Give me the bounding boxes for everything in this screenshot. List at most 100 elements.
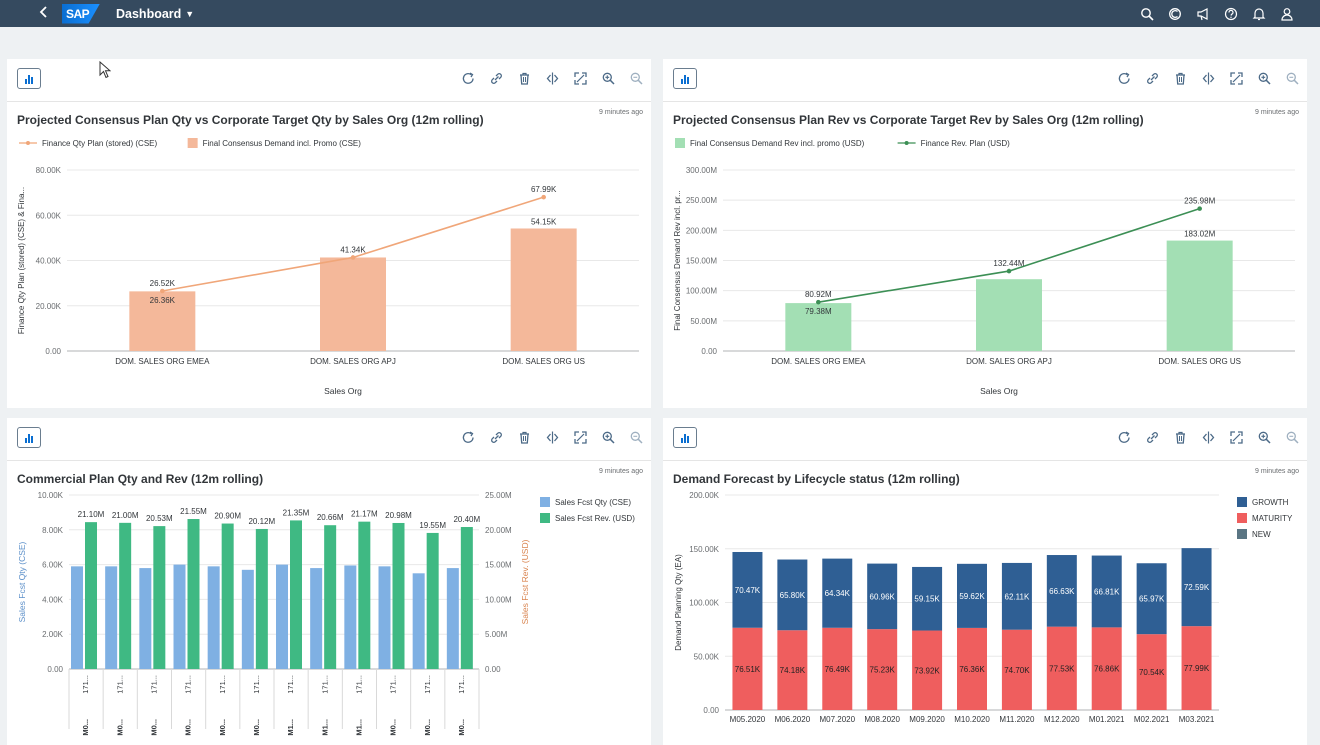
swap-icon[interactable]	[545, 71, 560, 86]
zoom-out-icon[interactable]	[1285, 430, 1300, 445]
growth-segment	[1001, 562, 1032, 630]
left-tick-label: 2.00K	[42, 630, 64, 639]
left-tick-label: 0.00	[47, 665, 63, 674]
toolbar-divider	[7, 460, 651, 461]
megaphone-icon[interactable]	[1196, 7, 1210, 21]
x-tick-label: DOM. SALES ORG EMEA	[115, 357, 210, 366]
chart-canvas: Finance Qty Plan (stored) (CSE) Final Con…	[17, 138, 639, 396]
link-icon[interactable]	[489, 430, 504, 445]
legend-label: Sales Fcst Rev. (USD)	[555, 514, 635, 523]
qty-bar	[241, 569, 254, 669]
mouse-cursor-icon	[99, 61, 111, 79]
left-tick-label: 10.00K	[38, 491, 64, 500]
app-title-menu[interactable]: Dashboard ▼	[116, 7, 194, 21]
link-icon[interactable]	[489, 71, 504, 86]
x-tick-label-top: 171...	[320, 675, 329, 694]
refresh-icon[interactable]	[1117, 71, 1132, 86]
delete-icon[interactable]	[1173, 71, 1188, 86]
zoom-in-icon[interactable]	[1257, 71, 1272, 86]
x-tick-label-top: 171...	[218, 675, 227, 694]
left-tick-label: 80.00K	[36, 166, 62, 175]
category-label-group: 171... M1...	[354, 675, 363, 736]
swap-icon[interactable]	[1201, 71, 1216, 86]
chart-type-button[interactable]	[17, 427, 41, 448]
expand-icon[interactable]	[573, 71, 588, 86]
x-tick-label: M10.2020	[954, 715, 990, 724]
line-data-label: 235.98M	[1184, 197, 1215, 206]
x-tick-label: M11.2020	[999, 715, 1035, 724]
chart-type-button[interactable]	[17, 68, 41, 89]
user-icon[interactable]	[1280, 7, 1294, 21]
bar	[976, 279, 1042, 351]
zoom-in-icon[interactable]	[601, 71, 616, 86]
bell-icon[interactable]	[1252, 7, 1266, 21]
left-tick-label: 60.00K	[36, 211, 62, 220]
zoom-out-icon[interactable]	[629, 71, 644, 86]
zoom-out-icon[interactable]	[1285, 71, 1300, 86]
expand-icon[interactable]	[1229, 430, 1244, 445]
x-tick-label-bottom: M0...	[115, 719, 124, 736]
refresh-icon[interactable]	[461, 71, 476, 86]
zoom-in-icon[interactable]	[601, 430, 616, 445]
maturity-segment	[1136, 634, 1167, 710]
bar-data-label: 183.02M	[1184, 230, 1215, 239]
x-tick-label: M12.2020	[1044, 715, 1080, 724]
chart-card-commercial-plan: Commercial Plan Qty and Rev (12m rolling…	[7, 418, 651, 745]
left-tick-label: 20.00K	[36, 302, 62, 311]
x-tick-label-bottom: M0...	[218, 719, 227, 736]
x-tick-label-top: 171...	[149, 675, 158, 694]
swap-icon[interactable]	[1201, 430, 1216, 445]
delete-icon[interactable]	[517, 430, 532, 445]
back-button[interactable]	[30, 5, 58, 23]
help-icon[interactable]	[1224, 7, 1238, 21]
legend-swatch	[540, 513, 550, 523]
refresh-icon[interactable]	[1117, 430, 1132, 445]
left-tick-label: 40.00K	[36, 257, 62, 266]
growth-data-label: 59.62K	[959, 592, 985, 601]
category-label-group: 171... M1...	[320, 675, 329, 736]
zoom-out-icon[interactable]	[629, 430, 644, 445]
qty-bar	[344, 565, 357, 669]
card-tools	[1117, 71, 1300, 86]
legend-label: Sales Fcst Qty (CSE)	[555, 498, 631, 507]
delete-icon[interactable]	[517, 71, 532, 86]
left-tick-label: 0.00	[703, 706, 719, 715]
x-tick-label: DOM. SALES ORG EMEA	[771, 357, 866, 366]
line-data-label: 80.92M	[805, 290, 832, 299]
card-toolbar	[7, 59, 651, 101]
growth-data-label: 72.59K	[1184, 583, 1210, 592]
bar	[1166, 240, 1233, 351]
x-tick-label-top: 171...	[252, 675, 261, 694]
bar	[510, 228, 577, 351]
rev-bar	[221, 523, 234, 669]
maturity-data-label: 77.53K	[1049, 664, 1075, 673]
x-tick-label-bottom: M1...	[320, 719, 329, 736]
legend-label: MATURITY	[1252, 514, 1293, 523]
expand-icon[interactable]	[573, 430, 588, 445]
x-tick-label-bottom: M0...	[252, 719, 261, 736]
line-point	[1006, 268, 1012, 274]
bar-data-label: 21.35M	[283, 508, 310, 517]
right-tick-label: 5.00M	[485, 630, 508, 639]
bar-data-label: 54.15K	[531, 217, 557, 226]
delete-icon[interactable]	[1173, 430, 1188, 445]
line-data-label: 41.34K	[340, 245, 366, 254]
link-icon[interactable]	[1145, 430, 1160, 445]
maturity-data-label: 76.51K	[735, 665, 761, 674]
zoom-in-icon[interactable]	[1257, 430, 1272, 445]
chevron-left-icon	[39, 5, 47, 18]
expand-icon[interactable]	[1229, 71, 1244, 86]
left-tick-label: 4.00K	[42, 595, 64, 604]
swap-icon[interactable]	[545, 430, 560, 445]
link-icon[interactable]	[1145, 71, 1160, 86]
copilot-icon[interactable]	[1168, 7, 1182, 21]
sap-logo[interactable]: SAP	[62, 3, 100, 24]
card-toolbar	[663, 59, 1307, 101]
refresh-icon[interactable]	[461, 430, 476, 445]
x-axis-title: Sales Org	[324, 386, 362, 396]
right-tick-label: 0.00	[485, 665, 501, 674]
chart-type-button[interactable]	[673, 68, 697, 89]
search-icon[interactable]	[1140, 7, 1154, 21]
chart-type-button[interactable]	[673, 427, 697, 448]
growth-data-label: 64.34K	[825, 589, 851, 598]
